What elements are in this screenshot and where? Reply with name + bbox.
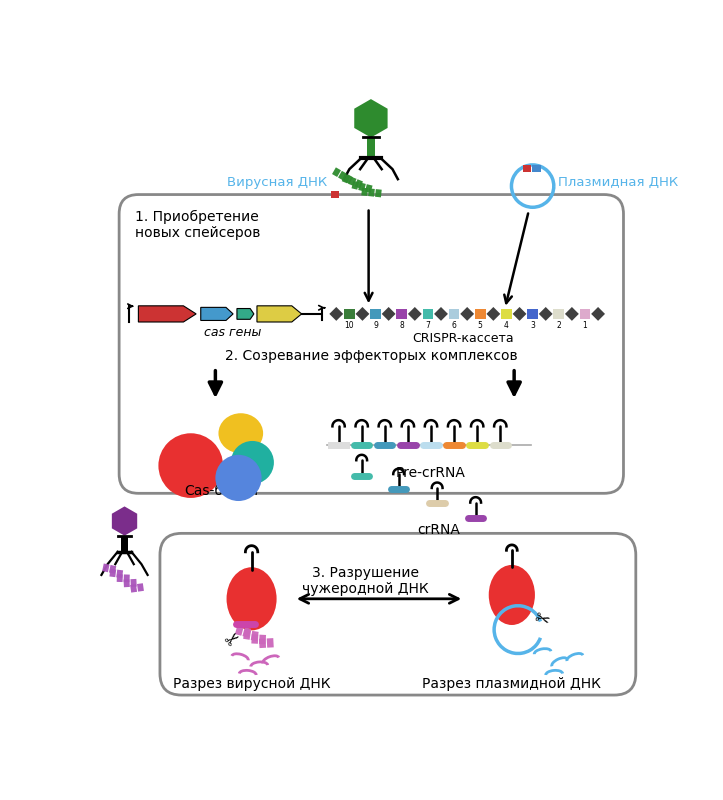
Polygon shape [434, 307, 448, 321]
Text: 9: 9 [373, 321, 378, 330]
Text: Pre-crRNA: Pre-crRNA [396, 466, 466, 480]
Polygon shape [137, 583, 144, 592]
Text: 5: 5 [478, 321, 483, 330]
FancyBboxPatch shape [119, 194, 623, 494]
Polygon shape [257, 306, 301, 322]
Polygon shape [422, 309, 433, 319]
Polygon shape [201, 307, 233, 321]
Ellipse shape [489, 565, 535, 625]
Text: Разрез вирусной ДНК: Разрез вирусной ДНК [173, 677, 330, 690]
Polygon shape [252, 634, 258, 644]
Text: 7: 7 [425, 321, 430, 330]
Polygon shape [124, 574, 129, 582]
Polygon shape [138, 306, 196, 322]
Polygon shape [124, 579, 130, 587]
Polygon shape [382, 307, 395, 321]
Polygon shape [109, 569, 116, 577]
Polygon shape [251, 631, 259, 641]
Text: 4: 4 [504, 321, 509, 330]
Polygon shape [362, 188, 368, 196]
Polygon shape [242, 627, 251, 638]
Polygon shape [461, 307, 474, 321]
Polygon shape [565, 307, 579, 321]
Polygon shape [475, 309, 486, 319]
Text: 3: 3 [530, 321, 535, 330]
Polygon shape [130, 584, 137, 593]
Polygon shape [354, 99, 388, 138]
Text: 2: 2 [557, 321, 561, 330]
Text: 1. Приобретение
новых спейсеров: 1. Приобретение новых спейсеров [134, 210, 260, 240]
Polygon shape [237, 309, 254, 319]
Polygon shape [338, 171, 347, 181]
Text: 10: 10 [345, 321, 354, 330]
Text: Вирусная ДНК: Вирусная ДНК [227, 176, 327, 189]
Polygon shape [267, 638, 274, 648]
Polygon shape [259, 634, 266, 644]
Polygon shape [109, 565, 116, 574]
Polygon shape [487, 307, 500, 321]
Text: cas гены: cas гены [205, 326, 262, 339]
Text: ✂: ✂ [221, 628, 244, 651]
Text: crRNA: crRNA [417, 522, 460, 537]
Text: 6: 6 [452, 321, 456, 330]
Polygon shape [243, 630, 251, 640]
Polygon shape [396, 309, 407, 319]
Polygon shape [367, 137, 375, 158]
Polygon shape [539, 307, 552, 321]
Text: 3. Разрушение
чужеродной ДНК: 3. Разрушение чужеродной ДНК [302, 566, 429, 596]
Polygon shape [344, 309, 355, 319]
Polygon shape [259, 638, 266, 648]
Polygon shape [449, 309, 460, 319]
Polygon shape [356, 307, 369, 321]
Text: CRISPR-кассета: CRISPR-кассета [413, 332, 514, 345]
Polygon shape [342, 174, 350, 183]
Text: 1: 1 [583, 321, 587, 330]
Polygon shape [368, 188, 375, 197]
Polygon shape [365, 184, 372, 193]
Polygon shape [591, 307, 605, 321]
Polygon shape [330, 307, 343, 321]
Polygon shape [408, 307, 422, 321]
Polygon shape [332, 167, 341, 177]
Polygon shape [513, 307, 526, 321]
Text: Cas-белки: Cas-белки [184, 484, 259, 498]
Polygon shape [553, 309, 564, 319]
Polygon shape [580, 309, 591, 319]
Polygon shape [331, 190, 338, 198]
Text: Плазмидная ДНК: Плазмидная ДНК [558, 176, 678, 189]
Polygon shape [527, 309, 538, 319]
Polygon shape [370, 309, 381, 319]
FancyBboxPatch shape [160, 534, 636, 695]
Text: 8: 8 [399, 321, 404, 330]
Polygon shape [116, 570, 123, 578]
Text: Разрез плазмидной ДНК: Разрез плазмидной ДНК [422, 677, 602, 690]
Polygon shape [348, 177, 356, 186]
Ellipse shape [218, 414, 263, 454]
Polygon shape [112, 506, 137, 536]
Circle shape [158, 434, 223, 498]
Text: 2. Созревание эффекторых комплексов: 2. Созревание эффекторых комплексов [225, 350, 517, 363]
Polygon shape [532, 165, 541, 172]
Polygon shape [354, 179, 363, 189]
Polygon shape [501, 309, 512, 319]
Polygon shape [523, 165, 531, 172]
Polygon shape [102, 563, 109, 572]
Circle shape [215, 455, 262, 501]
Polygon shape [375, 189, 382, 198]
Polygon shape [358, 182, 366, 191]
Circle shape [231, 441, 274, 484]
Polygon shape [351, 181, 359, 190]
Polygon shape [121, 536, 127, 552]
Ellipse shape [226, 567, 277, 630]
Text: ✂: ✂ [531, 609, 551, 630]
Polygon shape [344, 174, 353, 184]
Polygon shape [235, 625, 244, 636]
Polygon shape [130, 579, 137, 587]
Polygon shape [116, 574, 123, 582]
